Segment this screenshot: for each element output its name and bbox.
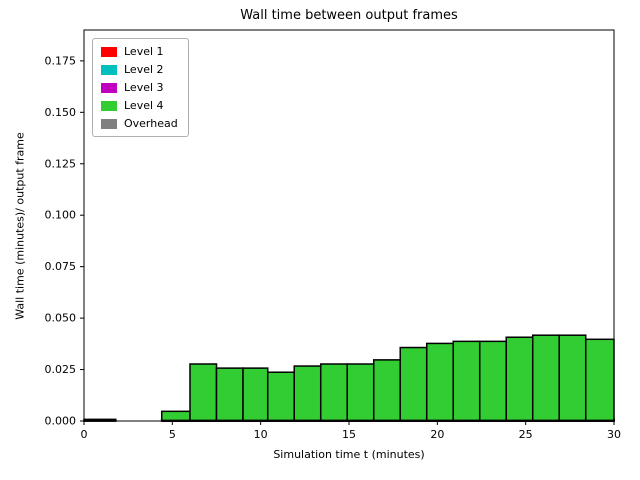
legend-item-level4: Level 4 [101, 99, 178, 112]
bar-segment-level4 [189, 363, 218, 422]
x-tick-label: 10 [254, 428, 268, 441]
legend-swatch-level3 [101, 82, 117, 93]
bar-segment-level4 [452, 340, 481, 422]
x-tick-label: 25 [519, 428, 533, 441]
bar-segment-level4 [425, 342, 454, 422]
x-tick-label: 20 [430, 428, 444, 441]
legend-item-level1: Level 1 [101, 45, 178, 58]
bar-segment-level4 [478, 340, 507, 422]
legend-item-overhead: Overhead [101, 117, 178, 130]
bar-segment-level4 [215, 367, 244, 422]
legend-swatch-overhead [101, 118, 117, 129]
x-tick-label: 5 [169, 428, 176, 441]
y-axis-label: Wall time (minutes)/ output frame [13, 132, 27, 320]
bar-segment-level4 [242, 367, 269, 422]
legend: Level 1 Level 2 Level 3 Level 4 Overhead [92, 38, 189, 137]
y-tick-label: 0.025 [45, 363, 77, 376]
x-tick-label: 30 [607, 428, 621, 441]
legend-item-level3: Level 3 [101, 81, 178, 94]
y-tick-label: 0.000 [45, 415, 77, 428]
chart-title: Wall time between output frames [240, 8, 458, 23]
bar-segment-level4 [399, 346, 428, 422]
bar-segment-level4 [531, 334, 560, 422]
x-tick-label: 0 [81, 428, 88, 441]
x-tick-label: 15 [342, 428, 356, 441]
y-tick-label: 0.100 [45, 209, 77, 222]
bar-segment-level4 [584, 338, 615, 422]
bar-segment-level4 [160, 410, 191, 422]
y-tick-label: 0.125 [45, 157, 77, 170]
legend-swatch-level1 [101, 46, 117, 57]
legend-label-level2: Level 2 [124, 63, 164, 76]
bar-segment-level4 [293, 365, 322, 422]
legend-label-overhead: Overhead [124, 117, 178, 130]
legend-swatch-level2 [101, 64, 117, 75]
bar-segment-level4 [266, 371, 295, 422]
bar-segment-level4 [346, 363, 375, 422]
bar-segment-level4 [372, 359, 401, 422]
y-tick-label: 0.150 [45, 106, 77, 119]
legend-swatch-level4 [101, 100, 117, 111]
legend-label-level1: Level 1 [124, 45, 164, 58]
legend-label-level4: Level 4 [124, 99, 164, 112]
y-tick-label: 0.175 [45, 54, 77, 67]
y-tick-label: 0.050 [45, 312, 77, 325]
legend-label-level3: Level 3 [124, 81, 164, 94]
x-axis-label: Simulation time t (minutes) [273, 448, 425, 461]
bar-segment-level4 [505, 336, 534, 422]
bar-segment-level4 [558, 334, 587, 422]
y-tick-label: 0.075 [45, 260, 77, 273]
legend-item-level2: Level 2 [101, 63, 178, 76]
bar-segment-level4 [319, 363, 348, 422]
